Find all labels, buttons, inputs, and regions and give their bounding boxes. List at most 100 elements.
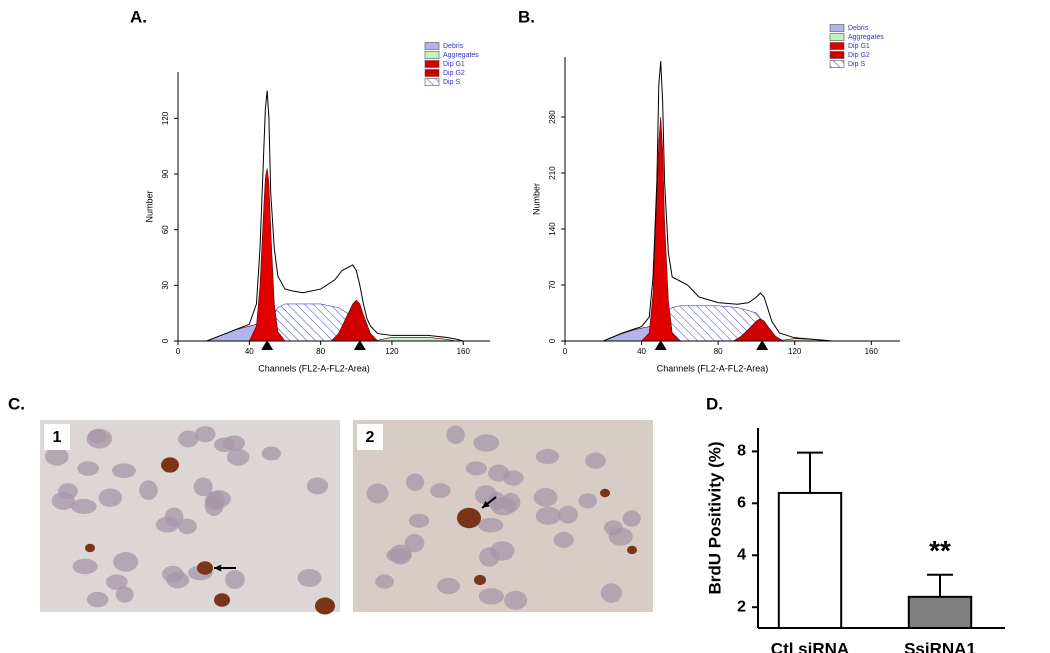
bar [907, 595, 973, 630]
panel-label: D. [706, 394, 723, 413]
y-tick-label: 0 [161, 338, 170, 343]
arrow [481, 496, 497, 509]
y-tick-label: 280 [548, 110, 557, 124]
legend-label: Debris [848, 25, 869, 32]
x-axis-label: Channels (FL2-A-FL2-Area) [657, 363, 769, 373]
y-axis-label: Number [144, 190, 154, 222]
stained-nucleus [627, 545, 637, 555]
y-tick-label: 2 [737, 598, 746, 615]
cell-nucleus [193, 477, 213, 497]
cell-nucleus [446, 425, 465, 444]
cell-nucleus [224, 570, 245, 590]
cell-nucleus [226, 448, 250, 466]
stained-nucleus [214, 593, 230, 607]
micrograph-bg [40, 420, 340, 612]
cell-nucleus [478, 588, 504, 605]
cell-nucleus [533, 487, 558, 507]
cell-nucleus [297, 569, 322, 587]
cell-nucleus [58, 483, 78, 500]
peak-marker [261, 340, 274, 350]
legend-swatch [424, 60, 440, 68]
x-axis-label: Channels (FL2-A-FL2-Area) [258, 363, 370, 373]
legend-swatch [424, 42, 440, 50]
histogram-panel: A. 0 30 60 90 120 0 40 80 120 160 Number Channels (F… [130, 7, 490, 373]
y-tick-label: 210 [548, 166, 557, 180]
cell-nucleus [465, 461, 487, 476]
peak-marker [654, 340, 667, 350]
cell-nucleus [608, 527, 633, 546]
legend-label: Dip G1 [848, 43, 870, 50]
panel-label: C. [8, 394, 25, 413]
x-tick-label: SsiRNA1 [904, 639, 976, 653]
stained-nucleus [457, 507, 481, 529]
cell-nucleus [375, 574, 394, 589]
legend-label: Dip G2 [443, 70, 465, 77]
bar-panel: D. 2 4 6 8 BrdU Positivity (%) Ctl siRNA SsiRNA… [705, 394, 1005, 653]
cell-nucleus [87, 429, 107, 444]
y-tick-label: 60 [161, 225, 170, 234]
image-label: 2 [366, 429, 375, 446]
cell-nucleus [502, 470, 524, 486]
cell-nucleus [86, 591, 109, 608]
cell-nucleus [177, 518, 197, 535]
legend-label: Dip G1 [443, 61, 465, 68]
peak-marker [756, 340, 769, 350]
x-tick-label: 120 [385, 347, 399, 356]
cell-nucleus [72, 558, 98, 575]
cell-nucleus [504, 590, 528, 610]
cell-nucleus [178, 430, 199, 448]
label-box [44, 424, 70, 450]
legend-swatch [829, 33, 845, 41]
cell-nucleus [45, 447, 69, 466]
cell-nucleus [194, 426, 216, 443]
legend-swatch [424, 69, 440, 77]
legend-label: Dip S [848, 61, 865, 68]
x-tick-label: 80 [714, 347, 723, 356]
legend-swatch [829, 42, 845, 50]
stained-nucleus [197, 561, 213, 575]
stained-nucleus [85, 543, 95, 553]
y-axis-label: Number [531, 183, 541, 215]
cell-nucleus [155, 516, 180, 533]
series-area [330, 299, 379, 342]
cell-nucleus [204, 495, 224, 516]
cell-nucleus [491, 497, 517, 516]
label-box [357, 424, 383, 450]
cell-nucleus [408, 513, 430, 528]
cell-nucleus [473, 434, 500, 452]
stained-nucleus [161, 457, 179, 473]
cell-nucleus [113, 551, 139, 572]
cell-nucleus [139, 480, 158, 500]
micrograph: 1 [40, 420, 340, 615]
stained-nucleus [315, 597, 335, 615]
x-tick-label: 0 [563, 347, 568, 356]
cell-nucleus [115, 586, 134, 603]
cell-nucleus [166, 571, 190, 589]
stained-nucleus [474, 574, 486, 586]
legend-label: Debris [443, 43, 464, 50]
arrow-head [214, 564, 222, 572]
panel-label: A. [130, 7, 147, 26]
cell-nucleus [261, 446, 282, 461]
legend-swatch [829, 51, 845, 59]
cell-nucleus [478, 517, 504, 533]
cell-nucleus [70, 498, 97, 514]
outline [603, 60, 834, 342]
outline [206, 90, 464, 342]
cell-nucleus [214, 437, 236, 453]
x-tick-label: 0 [176, 347, 181, 356]
micrograph-bg [353, 420, 653, 612]
legend-label: Dip G2 [848, 52, 870, 59]
x-tick-label: 40 [637, 347, 646, 356]
x-tick-label: 160 [865, 347, 879, 356]
cell-nucleus [77, 461, 99, 476]
y-tick-label: 90 [161, 169, 170, 178]
cell-nucleus [585, 452, 606, 469]
y-tick-label: 4 [737, 546, 746, 563]
legend-swatch [424, 78, 440, 86]
x-tick-label: 40 [245, 347, 254, 356]
cell-nucleus [105, 574, 128, 590]
micrograph: 2 [353, 420, 653, 612]
